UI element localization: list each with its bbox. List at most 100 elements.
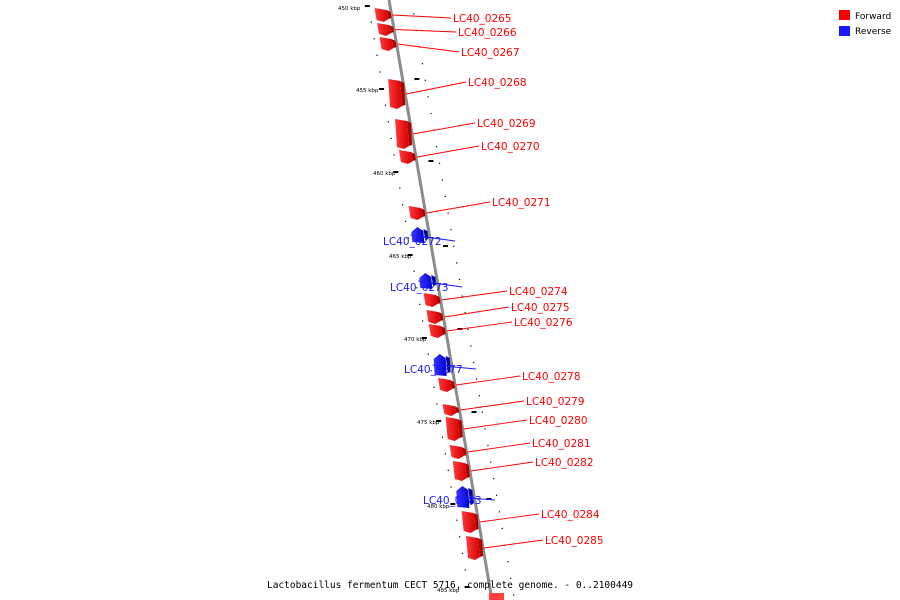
gene-label[interactable]: LC40_0268 <box>468 77 527 89</box>
gene-label[interactable]: LC40_0276 <box>514 317 573 329</box>
forward-gene-arrow[interactable] <box>449 445 464 459</box>
gene-feature[interactable]: LC40_0272 <box>383 227 456 248</box>
reverse-gene-arrow[interactable] <box>411 227 425 243</box>
gene-feature[interactable]: LC40_0265 <box>374 8 512 25</box>
gene-leader-line <box>397 43 460 53</box>
gene-label[interactable]: LC40_0265 <box>453 13 512 25</box>
genome-backbone <box>387 0 494 600</box>
gene-leader-line <box>406 81 467 95</box>
forward-gene-arrow[interactable] <box>445 417 460 441</box>
gene-label[interactable]: LC40_0270 <box>481 141 540 153</box>
forward-gene-arrow[interactable] <box>438 378 453 392</box>
gene-leader-line <box>456 375 521 386</box>
gene-label[interactable]: LC40_0269 <box>477 118 536 130</box>
gene-label[interactable]: LC40_0284 <box>541 509 600 521</box>
gene-feature[interactable]: LC40_0277 <box>404 354 477 376</box>
kbp-label: 465 kbp <box>389 254 412 260</box>
gene-arrow-shade <box>478 538 484 557</box>
gene-label[interactable]: LC40_0277 <box>404 364 463 376</box>
gene-label[interactable]: LC40_0279 <box>526 396 585 408</box>
forward-gene-arrow[interactable] <box>395 119 410 149</box>
gene-label[interactable]: LC40_0274 <box>509 286 568 298</box>
gene-label[interactable]: LC40_0280 <box>529 415 588 427</box>
gene-label[interactable]: LC40_0272 <box>383 236 442 248</box>
minor-tick <box>461 552 464 554</box>
minor-tick <box>384 104 387 106</box>
gene-feature[interactable]: LC40_0275 <box>426 302 570 324</box>
gene-label[interactable]: LC40_0278 <box>522 371 581 383</box>
gene-label[interactable]: LC40_0281 <box>532 438 591 450</box>
forward-gene-arrow[interactable] <box>452 461 467 481</box>
minor-tick <box>413 270 415 272</box>
forward-gene-arrow[interactable] <box>461 511 476 533</box>
gene-feature[interactable]: LC40_0269 <box>395 118 536 149</box>
reverse-gene-arrow[interactable] <box>419 273 433 289</box>
gene-arrow-shade <box>400 81 406 106</box>
forward-gene-arrow[interactable] <box>398 150 413 164</box>
gene-label[interactable]: LC40_0266 <box>458 27 517 39</box>
minor-tick <box>430 112 432 115</box>
gene-label[interactable]: LC40_0275 <box>511 302 570 314</box>
gene-feature[interactable]: LC40_0274 <box>423 286 568 307</box>
forward-gene-arrow[interactable] <box>388 79 403 109</box>
minor-tick <box>379 71 381 73</box>
minor-tick <box>390 137 392 139</box>
gene-leader-line <box>441 290 508 301</box>
gene-feature[interactable]: LC40_0273 <box>390 273 463 294</box>
forward-gene-arrow[interactable] <box>408 206 423 220</box>
legend: Forward Reverse <box>839 10 892 37</box>
gene-feature[interactable]: LC40_0280 <box>445 415 588 441</box>
legend-label-forward: Forward <box>855 12 891 22</box>
minor-tick <box>373 38 375 40</box>
reverse-gene-arrow[interactable] <box>456 486 470 508</box>
major-tick <box>464 586 470 588</box>
gene-label[interactable]: LC40_0271 <box>492 197 551 209</box>
kbp-label: 450 kbp <box>338 6 361 12</box>
gene-label[interactable]: LC40_0273 <box>390 282 449 294</box>
gene-feature[interactable]: LC40_0267 <box>379 37 520 59</box>
gene-label[interactable]: LC40_0282 <box>535 457 594 469</box>
forward-gene-arrow[interactable] <box>377 23 392 36</box>
minor-tick <box>513 594 515 596</box>
minor-tick <box>456 262 458 264</box>
minor-tick <box>493 478 495 480</box>
minor-tick <box>450 229 452 231</box>
forward-gene-arrow[interactable] <box>488 593 504 600</box>
gene-leader-line <box>446 321 513 332</box>
gene-arrow-shade <box>450 380 456 389</box>
forward-gene-arrow[interactable] <box>423 293 438 307</box>
forward-gene-arrow[interactable] <box>466 536 481 560</box>
reverse-gene-arrow[interactable] <box>433 354 447 376</box>
gene-arrow-shade <box>386 10 392 19</box>
gene-feature[interactable]: LC40_0271 <box>408 197 551 220</box>
gene-feature[interactable]: LC40_0282 <box>452 457 594 481</box>
forward-gene-arrow[interactable] <box>428 324 443 338</box>
gene-features: LC40_0265 LC40_0266 LC40_0267 LC40_0268 LC40… <box>374 8 604 600</box>
forward-gene-arrow[interactable] <box>379 37 394 51</box>
forward-gene-arrow[interactable] <box>374 8 389 22</box>
kbp-label: 460 kbp <box>373 171 396 177</box>
gene-leader-line <box>416 145 480 158</box>
minor-tick <box>507 561 509 563</box>
minor-tick <box>470 345 472 347</box>
gene-feature[interactable]: LC40_0278 <box>438 371 581 392</box>
gene-leader-line <box>470 461 534 472</box>
gene-label[interactable]: LC40_0285 <box>545 535 604 547</box>
gene-feature[interactable]: LC40_0284 <box>461 509 600 533</box>
forward-gene-arrow[interactable] <box>426 310 441 324</box>
gene-label[interactable]: LC40_0267 <box>461 47 520 59</box>
major-tick <box>436 420 442 422</box>
minor-tick <box>467 328 469 330</box>
gene-feature[interactable]: LC40_0276 <box>428 317 573 338</box>
gene-label[interactable]: LC40_0283 <box>423 495 482 507</box>
minor-tick <box>456 519 458 521</box>
minor-tick <box>453 245 455 247</box>
gene-feature[interactable]: LC40_0266 <box>377 23 517 39</box>
gene-feature[interactable]: LC40_0270 <box>398 141 540 164</box>
forward-gene-arrow[interactable] <box>442 404 457 416</box>
gene-feature[interactable]: LC40_0268 <box>388 77 527 109</box>
gene-feature[interactable]: LC40_0285 <box>466 535 604 560</box>
gene-feature[interactable]: LC40_0279 <box>442 396 585 416</box>
gene-feature[interactable]: LC40_0283 <box>423 486 496 508</box>
gene-feature[interactable]: LC40_0281 <box>449 438 591 459</box>
